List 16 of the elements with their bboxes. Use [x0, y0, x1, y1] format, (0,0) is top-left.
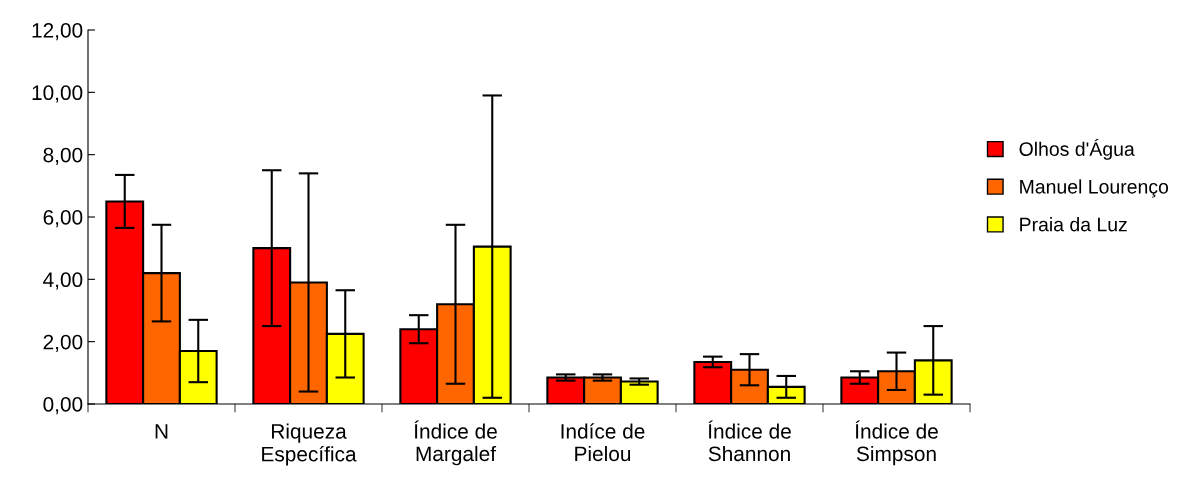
x-tick-label: N: [155, 424, 168, 439]
legend-label: Olhos d'Água: [1019, 138, 1135, 160]
x-tick-label: Indíce de Pielou: [561, 423, 645, 462]
x-tick-label: Riqueza Específica: [262, 423, 357, 466]
x-tick-label: Índice de Margalef: [414, 420, 497, 466]
x-tick-label: Índice de Simpson: [855, 420, 938, 466]
legend-label: Manuel Lourenço: [1020, 179, 1169, 198]
y-tick-label: 8,00: [43, 147, 83, 165]
y-tick-label: 4,00: [43, 272, 83, 290]
x-tick-label: Índice de Shannon: [708, 420, 791, 462]
y-tick-label: 0,00: [43, 397, 83, 415]
legend-label: Praia da Luz: [1020, 217, 1127, 232]
y-tick-label: 2,00: [43, 334, 83, 352]
y-tick-label: 10,00: [32, 85, 83, 103]
y-tick-label: 12,00: [32, 23, 83, 41]
y-tick-label: 6,00: [43, 210, 83, 228]
